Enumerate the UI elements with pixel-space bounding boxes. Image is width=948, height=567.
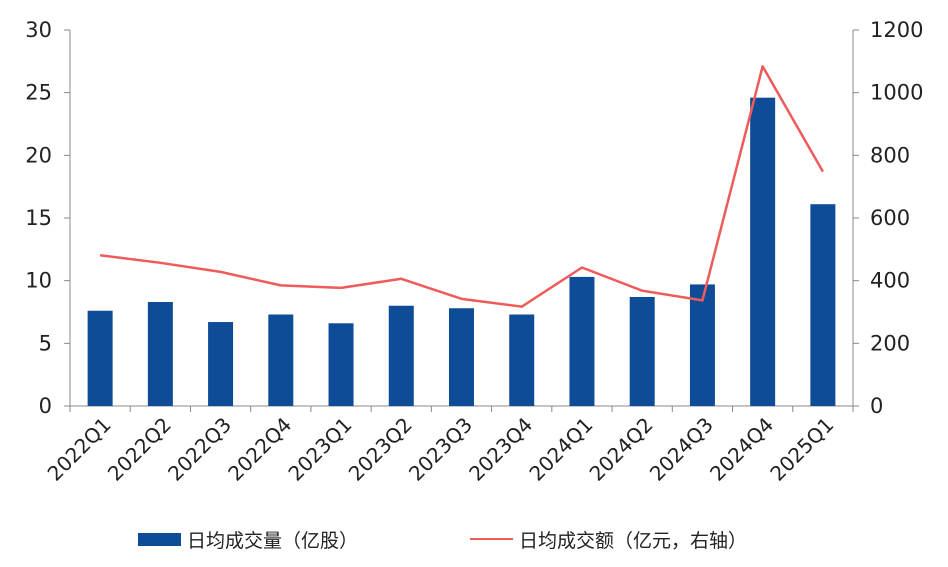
y-right-tick-label: 1000	[870, 81, 923, 105]
x-tick-label: 2024Q1	[524, 413, 597, 486]
bar	[689, 284, 715, 406]
x-tick-label: 2022Q1	[43, 413, 116, 486]
tick-labels: 0510152025300200400600800100012002022Q12…	[25, 18, 923, 486]
bar	[810, 204, 836, 406]
bar	[328, 323, 354, 406]
y-right-tick-label: 400	[870, 269, 910, 293]
y-left-tick-label: 5	[39, 331, 52, 355]
bar	[509, 314, 535, 406]
y-left-tick-label: 20	[25, 143, 52, 167]
x-tick-label: 2025Q1	[765, 413, 838, 486]
legend-item-line: 日均成交额（亿元，右轴）	[470, 522, 747, 556]
bar	[449, 308, 474, 406]
legend-label-bar: 日均成交量（亿股）	[187, 529, 359, 552]
legend-label-line: 日均成交额（亿元，右轴）	[519, 529, 748, 552]
x-tick-label: 2022Q3	[163, 413, 236, 486]
bar	[87, 310, 113, 406]
x-tick-label: 2022Q4	[223, 413, 296, 486]
y-right-tick-label: 800	[870, 143, 910, 167]
bar	[208, 322, 234, 406]
x-tick-label: 2022Q2	[103, 413, 176, 486]
legend-swatch-line	[470, 538, 513, 540]
x-tick-label: 2023Q3	[404, 413, 477, 486]
legend: 日均成交量（亿股） 日均成交额（亿元，右轴）	[0, 522, 948, 556]
y-right-tick-label: 600	[870, 206, 910, 230]
bar	[268, 314, 294, 406]
x-tick-label: 2023Q2	[344, 413, 417, 486]
x-tick-label: 2023Q4	[464, 413, 537, 486]
series-line	[99, 65, 824, 308]
bar	[750, 97, 776, 407]
y-left-tick-label: 0	[39, 394, 52, 418]
line-series	[99, 65, 824, 308]
y-left-tick-label: 25	[25, 81, 52, 105]
bar-series	[87, 97, 836, 407]
y-left-tick-label: 30	[25, 18, 52, 42]
x-tick-label: 2024Q2	[585, 413, 658, 486]
x-tick-label: 2023Q1	[283, 413, 356, 486]
bar	[147, 301, 173, 406]
bar	[388, 305, 414, 406]
legend-swatch-bar	[138, 532, 181, 546]
legend-item-bar: 日均成交量（亿股）	[138, 522, 358, 556]
bar	[569, 276, 595, 406]
y-left-tick-label: 15	[25, 206, 52, 230]
y-right-tick-label: 200	[870, 331, 910, 355]
y-right-tick-label: 1200	[870, 18, 923, 42]
x-tick-label: 2024Q3	[645, 413, 718, 486]
x-tick-label: 2024Q4	[705, 413, 778, 486]
y-left-tick-label: 10	[25, 269, 52, 293]
y-right-tick-label: 0	[870, 394, 883, 418]
bar	[629, 296, 655, 406]
